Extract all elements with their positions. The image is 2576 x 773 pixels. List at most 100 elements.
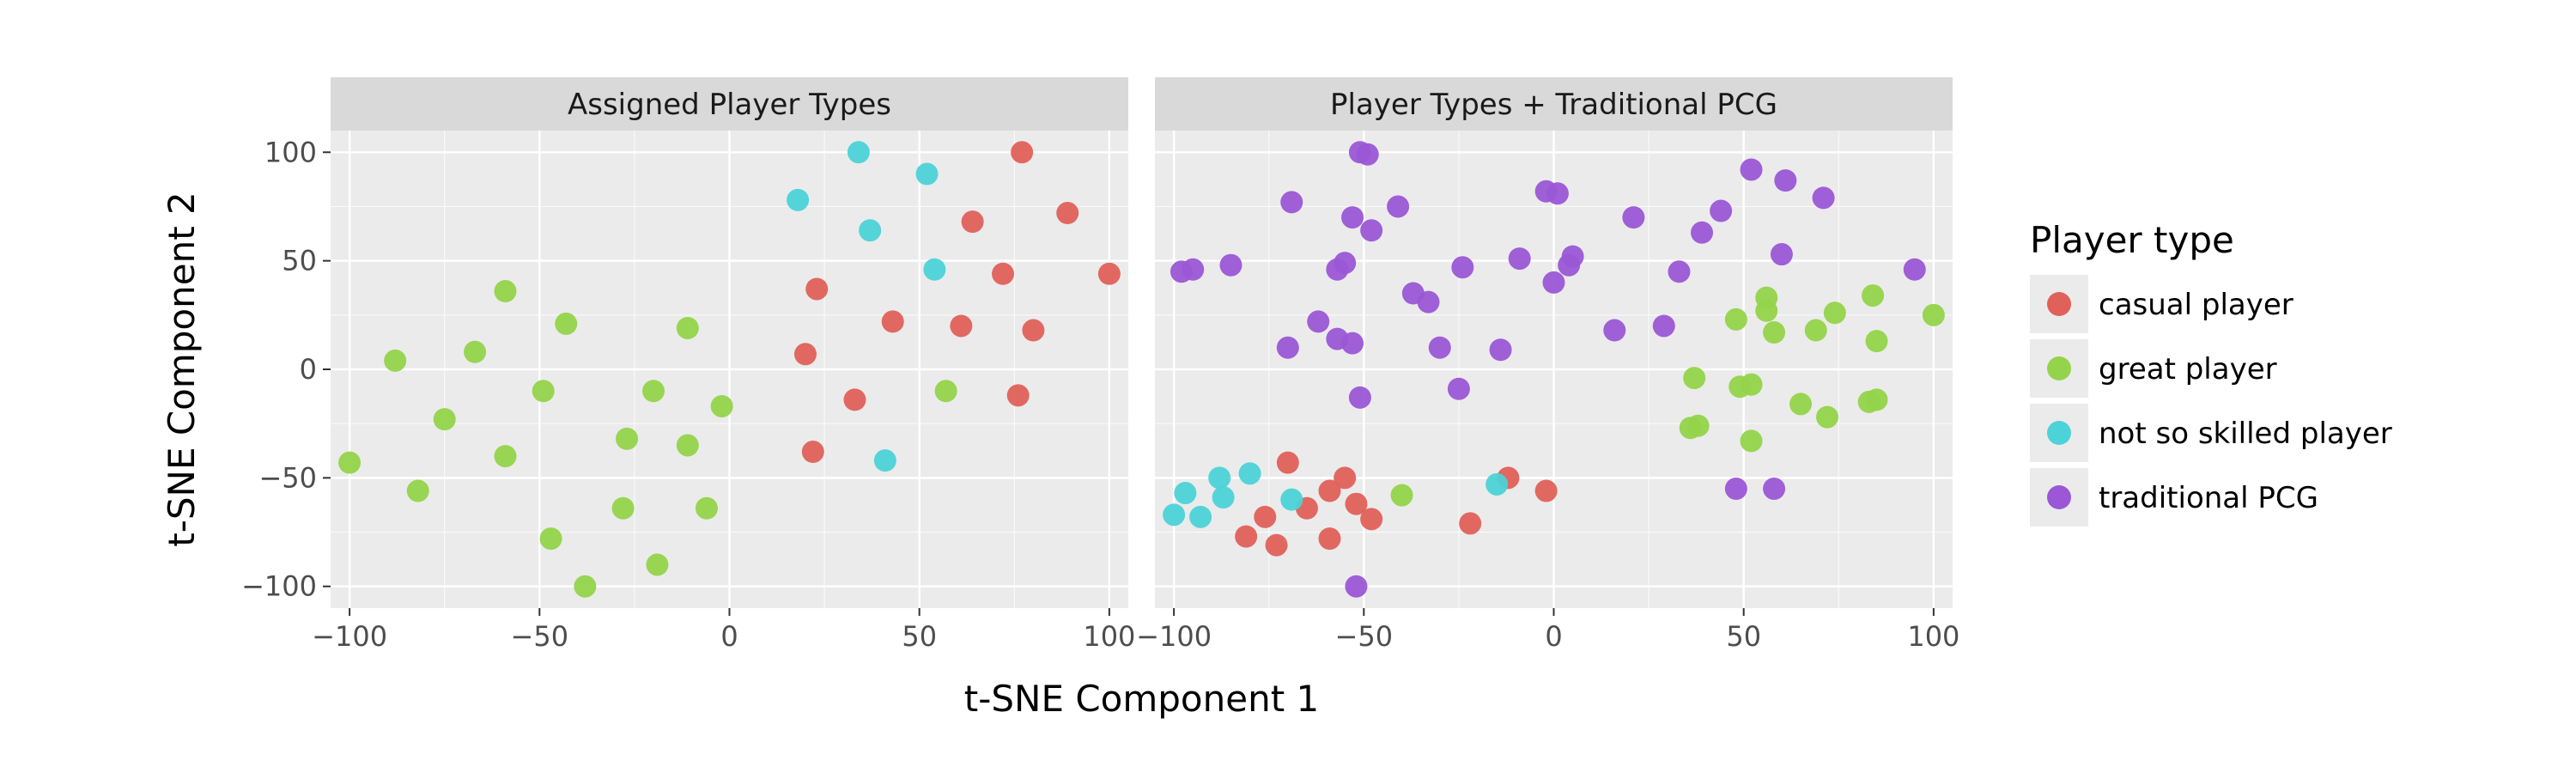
data-point — [1011, 141, 1034, 164]
data-point — [847, 141, 870, 164]
data-point — [1022, 319, 1045, 342]
series-not-so-skilled-player — [1163, 462, 1509, 528]
data-point — [494, 445, 517, 468]
data-point — [1542, 271, 1565, 294]
x-tick-label: 100 — [1083, 620, 1135, 653]
data-point — [793, 343, 817, 366]
data-point — [1763, 478, 1786, 500]
data-point — [934, 380, 957, 403]
data-point — [1417, 290, 1440, 313]
data-point — [1238, 462, 1261, 485]
data-point — [1652, 314, 1675, 338]
data-point — [1341, 332, 1364, 355]
data-point — [950, 314, 973, 338]
panel-1: Assigned Player Types −100 −50 0 50 100 100 50 0… — [241, 77, 1135, 653]
data-point — [1804, 319, 1827, 342]
data-point — [1451, 256, 1474, 279]
legend-key-marker — [2047, 421, 2071, 445]
y-tick-label: −50 — [258, 461, 317, 494]
data-point — [1318, 527, 1341, 551]
data-point — [787, 188, 810, 211]
data-point — [1360, 508, 1383, 531]
data-point — [464, 340, 487, 363]
series-casual-player — [793, 141, 1121, 464]
y-tick-label: 50 — [282, 245, 317, 277]
data-point — [1755, 299, 1778, 322]
data-point — [1345, 575, 1368, 598]
data-point — [676, 434, 699, 457]
data-point — [1189, 505, 1212, 528]
data-point — [1163, 503, 1186, 526]
legend-key-marker — [2047, 485, 2071, 509]
data-point — [555, 312, 578, 335]
data-point — [1485, 472, 1509, 496]
data-point — [1679, 417, 1702, 440]
series-great-player — [1390, 284, 1945, 507]
data-point — [881, 310, 904, 333]
data-point — [1208, 466, 1231, 490]
series-traditional-PCG — [1170, 141, 1926, 598]
data-point — [1334, 252, 1357, 275]
data-point — [1280, 191, 1303, 214]
panel-2: Player Types + Traditional PCG −100 −50 0 50… — [1136, 77, 1959, 653]
data-point — [801, 441, 824, 464]
y-axis-title: t-SNE Component 2 — [161, 192, 203, 547]
data-point — [1724, 478, 1747, 500]
data-point — [1006, 384, 1030, 407]
data-point — [859, 219, 882, 242]
data-point — [1334, 466, 1357, 490]
data-point — [1182, 258, 1205, 281]
data-point — [1534, 479, 1558, 502]
data-point — [406, 479, 429, 502]
data-point — [1683, 367, 1706, 390]
data-point — [1740, 373, 1763, 396]
data-point — [1341, 206, 1364, 229]
data-point — [1922, 303, 1945, 326]
data-point — [1276, 336, 1299, 359]
facet-title: Assigned Player Types — [568, 88, 891, 122]
data-point — [616, 427, 639, 450]
legend-label: not so skilled player — [2099, 417, 2392, 451]
data-point — [1603, 319, 1626, 342]
data-point — [642, 380, 665, 403]
data-point — [1816, 405, 1839, 429]
x-axis-title: t-SNE Component 1 — [964, 678, 1320, 720]
data-point — [1212, 486, 1235, 509]
data-point — [1691, 221, 1714, 244]
data-point — [992, 262, 1015, 285]
data-point — [1318, 479, 1341, 502]
data-point — [1219, 253, 1242, 277]
data-point — [1903, 258, 1926, 281]
data-point — [843, 388, 866, 411]
data-point — [1865, 330, 1888, 353]
data-point — [611, 496, 635, 520]
series-great-player — [338, 280, 957, 598]
data-point — [1360, 219, 1383, 242]
data-point — [1265, 533, 1288, 557]
data-point — [710, 394, 733, 417]
data-point — [1390, 484, 1413, 507]
data-point — [1307, 310, 1330, 333]
data-point — [1489, 338, 1512, 362]
data-point — [805, 277, 829, 301]
data-point — [539, 527, 562, 551]
series-not-so-skilled-player — [787, 141, 946, 472]
data-point — [1276, 451, 1299, 474]
data-point — [1774, 169, 1797, 192]
data-point — [1345, 492, 1368, 515]
data-point — [1862, 284, 1885, 307]
data-point — [1770, 243, 1793, 266]
x-tick-label: 0 — [720, 620, 738, 653]
legend-label: casual player — [2099, 288, 2293, 322]
data-point — [574, 575, 597, 598]
data-point — [1865, 388, 1888, 411]
y-tick-label: 0 — [300, 353, 317, 386]
y-tick-label: 100 — [264, 136, 317, 168]
data-point — [1428, 336, 1451, 359]
data-point — [923, 258, 946, 281]
facet-strip — [1155, 77, 1953, 131]
legend-label: traditional PCG — [2099, 481, 2318, 515]
data-point — [532, 380, 555, 403]
